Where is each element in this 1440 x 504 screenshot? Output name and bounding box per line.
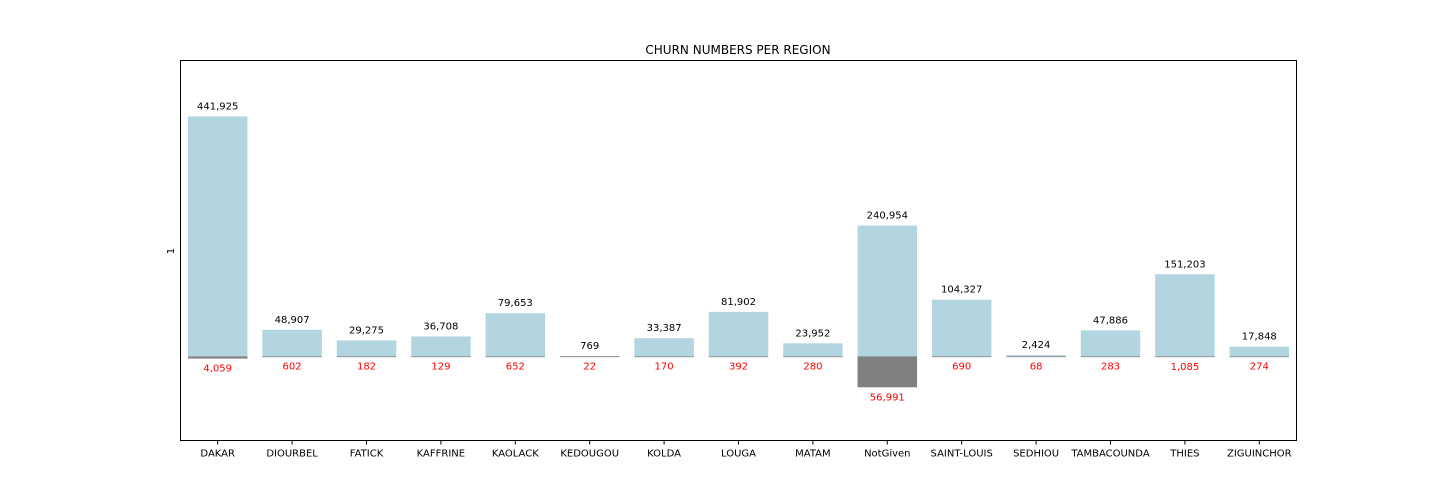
x-tick-label: KAFFRINE xyxy=(417,449,465,460)
bar-up-kolda xyxy=(634,338,694,357)
value-label-up: 23,952 xyxy=(795,328,830,339)
value-label-down: 283 xyxy=(1101,362,1120,373)
bar-up-matam xyxy=(783,343,843,357)
y-axis-label: 1 xyxy=(166,248,177,254)
bar-down-kaolack xyxy=(485,356,546,358)
bar-down-kaffrine xyxy=(411,356,471,358)
value-label-up: 29,275 xyxy=(349,325,384,336)
x-tick-label: ZIGUINCHOR xyxy=(1227,449,1292,460)
value-label-down: 392 xyxy=(729,362,748,373)
value-label-down: 602 xyxy=(283,362,302,373)
value-label-down: 1,085 xyxy=(1171,362,1200,373)
x-tick-label: TAMBACOUNDA xyxy=(1070,449,1150,460)
bar-down-sedhiou xyxy=(1006,356,1066,358)
value-label-down: 56,991 xyxy=(870,392,905,403)
x-ticks-group: DAKAR DIOURBEL FATICK KAFFRINE KAOLACK KEDOUG… xyxy=(200,440,1292,460)
bar-down-diourbel xyxy=(262,356,322,358)
bar-down-ziguinchor xyxy=(1229,356,1290,358)
bar-down-dakar xyxy=(187,356,248,359)
value-label-up: 151,203 xyxy=(1164,259,1205,270)
x-tick-label: FATICK xyxy=(350,449,384,460)
chart-title: CHURN NUMBERS PER REGION xyxy=(645,43,830,57)
bar-up-kaffrine xyxy=(411,336,471,357)
bar-up-dakar xyxy=(187,116,248,357)
x-tick-label: THIES xyxy=(1169,449,1199,460)
value-label-up: 104,327 xyxy=(941,285,982,296)
value-label-up: 769 xyxy=(580,341,599,352)
bar-up-kaolack xyxy=(485,313,546,357)
x-tick-label: MATAM xyxy=(795,449,831,460)
bar-up-thies xyxy=(1155,274,1215,357)
value-label-down: 280 xyxy=(803,362,822,373)
value-label-down: 129 xyxy=(431,361,450,372)
bar-down-matam xyxy=(783,356,843,358)
value-label-up: 441,925 xyxy=(197,101,238,112)
value-label-down: 652 xyxy=(506,362,525,373)
bar-down-fatick xyxy=(336,356,397,358)
value-label-down: 274 xyxy=(1250,362,1269,373)
value-label-up: 79,653 xyxy=(498,298,533,309)
bar-down-louga xyxy=(708,356,769,358)
bar-up-saint-louis xyxy=(931,299,992,357)
bar-down-saint-louis xyxy=(931,356,992,358)
value-label-up: 17,848 xyxy=(1242,332,1277,343)
value-label-up: 240,954 xyxy=(867,211,908,222)
bar-up-ziguinchor xyxy=(1229,346,1290,357)
x-tick-label: DIOURBEL xyxy=(266,449,318,460)
bar-down-tambacounda xyxy=(1080,356,1141,358)
value-label-down: 170 xyxy=(655,361,674,372)
value-label-up: 47,886 xyxy=(1093,315,1128,326)
bar-up-notgiven xyxy=(857,225,918,357)
plot-frame xyxy=(180,60,1297,441)
value-label-up: 33,387 xyxy=(647,323,682,334)
x-tick-label: SAINT-LOUIS xyxy=(931,449,993,460)
value-label-up: 2,424 xyxy=(1022,340,1051,351)
x-tick-label: KAOLACK xyxy=(492,449,539,460)
value-label-down: 4,059 xyxy=(203,364,232,375)
x-tick-label: SEDHIOU xyxy=(1013,449,1059,460)
x-tick-label: KEDOUGOU xyxy=(560,449,619,460)
bar-up-diourbel xyxy=(262,329,322,357)
value-label-down: 182 xyxy=(357,361,376,372)
bar-up-kedougou xyxy=(559,355,620,357)
bar-down-kolda xyxy=(634,356,694,358)
value-label-down: 690 xyxy=(952,362,971,373)
bar-up-fatick xyxy=(336,340,397,357)
bar-up-louga xyxy=(708,311,769,357)
bar-up-tambacounda xyxy=(1080,330,1141,357)
bar-down-notgiven xyxy=(857,356,918,388)
x-tick-label: DAKAR xyxy=(200,449,235,460)
x-tick-label: NotGiven xyxy=(864,449,910,460)
value-label-up: 81,902 xyxy=(721,297,756,308)
value-label-up: 48,907 xyxy=(275,315,310,326)
labels-group: 441,925 48,907 29,275 36,708 79,653 769 33,387… xyxy=(197,101,1277,403)
bars-group xyxy=(187,116,1290,388)
value-label-down: 22 xyxy=(583,361,596,372)
bar-down-kedougou xyxy=(559,356,620,358)
bar-down-thies xyxy=(1155,356,1215,358)
x-tick-label: KOLDA xyxy=(647,449,681,460)
value-label-up: 36,708 xyxy=(423,321,458,332)
x-tick-label: LOUGA xyxy=(721,449,756,460)
bar-up-sedhiou xyxy=(1006,355,1066,357)
value-label-down: 68 xyxy=(1030,361,1043,372)
